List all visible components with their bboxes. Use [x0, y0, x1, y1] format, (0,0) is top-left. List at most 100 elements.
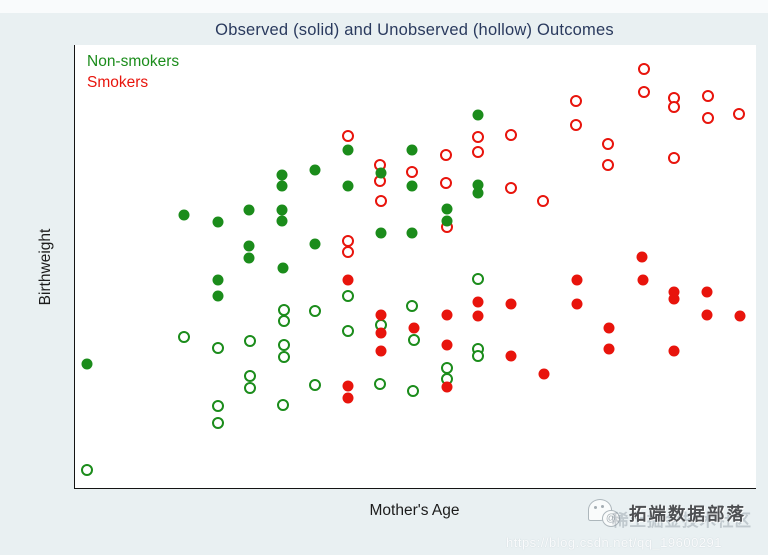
- top-margin-strip: [0, 0, 768, 13]
- scatter-point: [638, 86, 650, 98]
- scatter-point: [278, 351, 290, 363]
- scatter-point: [440, 149, 452, 161]
- scatter-point: [505, 298, 517, 310]
- scatter-point: [440, 177, 452, 189]
- x-axis-label: Mother's Age: [369, 502, 460, 519]
- scatter-point: [244, 370, 256, 382]
- scatter-point: [309, 164, 321, 176]
- scatter-point: [276, 204, 288, 216]
- scatter-point: [701, 286, 713, 298]
- scatter-point: [212, 290, 224, 302]
- scatter-point: [441, 381, 453, 393]
- scatter-point: [375, 327, 387, 339]
- scatter-point: [441, 203, 453, 215]
- scatter-point: [342, 380, 354, 392]
- scatter-point: [701, 309, 713, 321]
- scatter-point: [374, 378, 386, 390]
- scatter-point: [702, 90, 714, 102]
- scatter-point: [342, 325, 354, 337]
- scatter-point: [570, 95, 582, 107]
- scatter-point: [668, 152, 680, 164]
- scatter-point: [276, 180, 288, 192]
- scatter-point: [668, 293, 680, 305]
- scatter-point: [505, 182, 517, 194]
- scatter-point: [277, 399, 289, 411]
- scatter-point: [276, 169, 288, 181]
- scatter-point: [309, 305, 321, 317]
- scatter-point: [603, 343, 615, 355]
- scatter-point: [538, 368, 550, 380]
- scatter-point: [309, 238, 321, 250]
- scatter-point: [441, 215, 453, 227]
- scatter-point: [537, 195, 549, 207]
- scatter-point: [734, 310, 746, 322]
- scatter-point: [570, 119, 582, 131]
- scatter-point: [406, 300, 418, 312]
- scatter-point: [505, 129, 517, 141]
- scatter-point: [212, 274, 224, 286]
- scatter-point: [472, 179, 484, 191]
- y-axis-label: Birthweight: [37, 228, 54, 306]
- scatter-point: [178, 209, 190, 221]
- scatter-point: [243, 252, 255, 264]
- scatter-point: [212, 342, 224, 354]
- scatter-point: [342, 246, 354, 258]
- scatter-point: [472, 310, 484, 322]
- scatter-point: [244, 382, 256, 394]
- scatter-point: [571, 298, 583, 310]
- scatter-point: [178, 331, 190, 343]
- scatter-point: [472, 131, 484, 143]
- scatter-point: [602, 159, 614, 171]
- scatter-point: [472, 146, 484, 158]
- scatter-point: [243, 204, 255, 216]
- scatter-point: [244, 335, 256, 347]
- scatter-point: [406, 144, 418, 156]
- scatter-point: [375, 227, 387, 239]
- scatter-point: [472, 273, 484, 285]
- scatter-point: [81, 464, 93, 476]
- scatter-point: [375, 195, 387, 207]
- scatter-point: [408, 322, 420, 334]
- legend-label-smokers: Smokers: [87, 74, 149, 91]
- scatter-point: [342, 290, 354, 302]
- legend-label-non-smokers: Non-smokers: [87, 53, 180, 70]
- scatter-point: [668, 101, 680, 113]
- scatter-point: [602, 138, 614, 150]
- scatter-point: [668, 345, 680, 357]
- scatter-point: [407, 385, 419, 397]
- scatter-point: [212, 417, 224, 429]
- chart-title: Observed (solid) and Unobserved (hollow)…: [215, 21, 614, 39]
- scatter-point: [603, 322, 615, 334]
- scatter-point: [212, 400, 224, 412]
- scatter-point: [278, 315, 290, 327]
- scatter-point: [668, 286, 680, 298]
- scatter-point: [243, 240, 255, 252]
- scatter-point: [342, 180, 354, 192]
- scatter-point: [342, 144, 354, 156]
- scatter-point: [472, 109, 484, 121]
- watermark-url: https://blog.csdn.net/qq_19600291: [506, 535, 722, 550]
- scatter-point: [375, 309, 387, 321]
- plot-area: Non-smokers Smokers: [74, 45, 756, 489]
- scatter-point: [81, 358, 93, 370]
- scatter-point: [278, 339, 290, 351]
- scatter-point: [505, 350, 517, 362]
- scatter-point: [276, 215, 288, 227]
- legend: Non-smokers Smokers: [87, 51, 179, 93]
- scatter-point: [342, 130, 354, 142]
- scatter-point: [406, 180, 418, 192]
- scatter-point: [472, 350, 484, 362]
- scatter-point: [212, 216, 224, 228]
- scatter-point: [277, 262, 289, 274]
- scatter-point: [638, 63, 650, 75]
- scatter-point: [733, 108, 745, 120]
- scatter-point: [637, 274, 649, 286]
- scatter-point: [408, 334, 420, 346]
- scatter-point: [406, 166, 418, 178]
- scatter-point: [472, 187, 484, 199]
- scatter-point: [441, 339, 453, 351]
- scatter-point: [702, 112, 714, 124]
- scatter-point: [406, 227, 418, 239]
- scatter-point: [375, 345, 387, 357]
- scatter-point: [375, 167, 387, 179]
